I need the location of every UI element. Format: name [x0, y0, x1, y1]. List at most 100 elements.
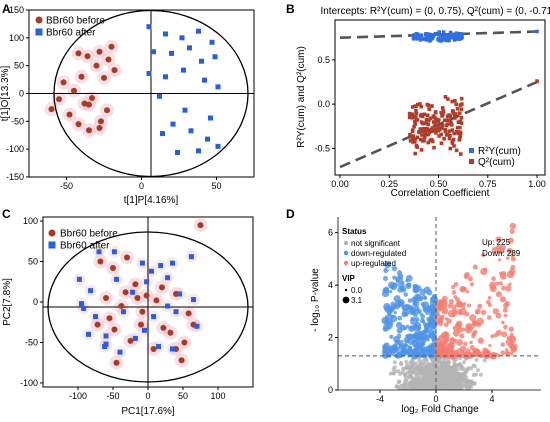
panel-d-ns-point [414, 375, 419, 380]
panel-d-up-point [447, 309, 456, 318]
panel-b-q2-point [460, 102, 464, 106]
panel-d-up-point [436, 302, 441, 307]
panel-d-up-point [491, 276, 496, 282]
panel-d-ns-point [442, 373, 447, 378]
panel-d-up-point [506, 270, 515, 279]
panel-b-q2-point [456, 120, 461, 124]
panel-d-legend-down-marker [343, 250, 349, 256]
panel-d-ns-point [414, 372, 418, 377]
panel-d-ns-point [429, 387, 434, 390]
panel-b-q2-point [416, 102, 420, 107]
panel-b-r2-point [436, 32, 441, 36]
panel-d-letter: D [286, 207, 295, 221]
panel-b-q2-point [422, 138, 426, 143]
panel-b-q2-point [415, 118, 420, 122]
panel-b-permutation-test: B Intercepts: R²Y(cum) = (0, 0.75), Q²(c… [286, 2, 550, 199]
panel-d-down-point [424, 323, 431, 330]
panel-b-r2-point [455, 36, 459, 41]
panel-d-ns-point [471, 363, 476, 368]
panel-c-ytick-label: 0 [33, 297, 38, 307]
panel-b-q2-point [427, 130, 432, 135]
panel-b-q2-point [459, 107, 464, 111]
panel-b-q2-point [457, 111, 462, 115]
panel-d-down-point [401, 280, 405, 284]
panel-d-up-point [443, 322, 449, 328]
panel-d-ns-point [469, 366, 474, 371]
panel-d-up-point [506, 335, 512, 341]
panel-b-q2-point [436, 125, 441, 129]
panel-d-ns-point [409, 363, 414, 368]
panel-b-q2-point [421, 127, 426, 132]
panel-c-letter: C [2, 207, 11, 221]
panel-d-ns-point [473, 372, 478, 377]
panel-b-xlabel: Correlation Coefficient [391, 188, 490, 199]
panel-a-xtick-label: 0 [139, 181, 144, 191]
panel-c-after-point [79, 301, 84, 307]
panel-d-legend-title: Status [342, 227, 367, 236]
panel-d-down-point [388, 307, 395, 313]
panel-d-ns-point [438, 365, 443, 370]
panel-d-ns-point [457, 377, 462, 382]
panel-d-ns-point [409, 385, 414, 390]
panel-b-r2-point [437, 30, 441, 34]
panel-c-after-point [170, 346, 175, 352]
panel-d-up-point [490, 334, 495, 339]
panel-b-q2-point [443, 95, 448, 99]
panel-d-down-point [423, 296, 428, 300]
panel-d-up-point [438, 317, 444, 323]
panel-b-q2-point [451, 111, 456, 115]
panel-d-down-point [403, 342, 408, 347]
panel-d-ns-point [446, 384, 451, 389]
panel-b-q2-point [441, 109, 446, 113]
panel-d-vip-large-label: 3.1 [351, 296, 363, 305]
panel-b-q2-point [449, 123, 454, 127]
panel-b-q2-point [438, 127, 442, 132]
panel-d-ns-point [440, 369, 445, 374]
panel-d-up-point [510, 264, 516, 270]
panel-d-ns-point [463, 380, 468, 385]
panel-d-legend-up-marker [343, 260, 349, 266]
panel-c-ytick-label: 50 [28, 257, 38, 267]
panel-d-up-point [450, 284, 456, 290]
panel-a-before-point [98, 118, 104, 125]
panel-d-down-point [424, 333, 431, 340]
panel-d-down-point [407, 298, 413, 303]
panel-d-ns-point [423, 362, 428, 367]
panel-d-down-point [383, 267, 389, 273]
panel-c-before-point [197, 222, 204, 229]
panel-d-ns-point [417, 379, 422, 384]
panel-b-r2-point [451, 33, 456, 38]
panel-d-up-point [453, 282, 459, 287]
panel-d-ns-point [482, 358, 487, 363]
panel-b-q2-point [431, 114, 436, 118]
panel-d-ns-point [430, 369, 435, 374]
panel-d-up-point [504, 348, 509, 352]
panel-b-q2-point [433, 127, 438, 132]
panel-b-q2-point [442, 136, 446, 141]
panel-b-q2-point [410, 105, 415, 109]
panel-d-down-point [404, 312, 409, 317]
panel-b-r2-point [422, 36, 426, 41]
panel-d-up-point [436, 347, 445, 355]
panel-d-down-point [388, 290, 393, 294]
panel-a-before-point [96, 125, 103, 132]
panel-a-legend-before-label: BBr60 before [46, 16, 105, 27]
panel-d-legend-down-label: down-regulated [351, 249, 406, 258]
panel-a-before-point [66, 111, 73, 118]
panel-b-q2-point [414, 108, 418, 113]
panel-d-up-point [435, 337, 441, 344]
panel-c-legend: Bbr60 before Bbr60 after [48, 229, 118, 252]
panel-b-r2-point [430, 36, 435, 41]
panel-d-ns-point [398, 360, 403, 365]
panel-b-q2-point [426, 132, 430, 137]
panel-b-q2-point [450, 139, 455, 144]
panel-d-up-point [452, 349, 457, 354]
panel-d-ns-point [431, 380, 436, 385]
panel-a-legend-before-marker [35, 16, 43, 24]
panel-b-q2-point [418, 102, 422, 106]
panel-d-up-point [446, 350, 452, 357]
panel-d-up-point [468, 276, 474, 282]
panel-b-q2-point [426, 122, 430, 127]
panel-d-legend-ns-marker [343, 240, 349, 246]
